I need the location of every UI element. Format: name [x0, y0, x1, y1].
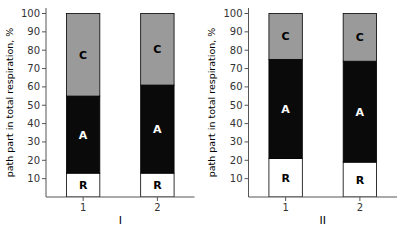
- y-tick-label: 10: [27, 173, 40, 184]
- y-tick-label: 90: [27, 26, 40, 37]
- y-tick-label: 90: [230, 26, 243, 37]
- bars: [66, 14, 174, 197]
- bar-segment: [343, 61, 376, 162]
- bar-segment: [343, 162, 376, 197]
- segment-label: A: [356, 106, 365, 119]
- y-tick: [245, 178, 249, 179]
- y-tick: [245, 105, 249, 106]
- segment-label: R: [356, 174, 365, 187]
- bars: [269, 14, 377, 197]
- y-tick-label: 70: [230, 63, 243, 74]
- x-axis-label: I: [119, 214, 122, 227]
- y-tick-label: 50: [27, 100, 40, 111]
- panel: 10 20 30 40 50 60 70 80 90 100 R A C R A C 1 2 II path part…: [206, 8, 397, 227]
- x-tick-label: 1: [80, 202, 86, 213]
- y-tick-label: 70: [27, 63, 40, 74]
- segment-label: C: [79, 49, 87, 62]
- bar-segment: [141, 173, 174, 197]
- segment-labels: R A C R A C: [281, 30, 364, 186]
- y-tick-label: 50: [230, 100, 243, 111]
- y-tick-label: 60: [230, 81, 243, 92]
- y-tick-label: 80: [27, 45, 40, 56]
- y-tick: [42, 105, 46, 106]
- y-tick: [245, 123, 249, 124]
- segment-label: R: [281, 172, 290, 185]
- x-tick: [157, 197, 158, 201]
- bar-segment: [269, 14, 302, 60]
- y-tick: [245, 50, 249, 51]
- y-tick: [245, 86, 249, 87]
- bar-segment: [66, 96, 99, 173]
- bar-segment: [66, 173, 99, 197]
- y-tick-label: 20: [27, 155, 40, 166]
- y-tick: [42, 31, 46, 32]
- y-tick: [42, 68, 46, 69]
- y-tick: [42, 123, 46, 124]
- segment-label: A: [79, 129, 88, 142]
- segment-label: R: [79, 179, 88, 192]
- y-tick: [42, 160, 46, 161]
- y-tick-label: 100: [21, 8, 40, 19]
- x-tick-label: 2: [357, 202, 363, 213]
- x-tick: [359, 197, 360, 201]
- y-tick: [245, 31, 249, 32]
- y-axis-label: path part in total respiration, %: [4, 28, 15, 178]
- y-axis-label: path part in total respiration, %: [206, 28, 217, 178]
- segment-label: A: [281, 103, 290, 116]
- segment-label: A: [153, 123, 162, 136]
- y-tick-label: 40: [27, 118, 40, 129]
- y-tick-label: 80: [230, 45, 243, 56]
- segment-label: C: [356, 31, 364, 44]
- y-tick: [245, 13, 249, 14]
- y-tick-label: 20: [230, 155, 243, 166]
- x-tick-label: 1: [282, 202, 288, 213]
- y-axis-line: [248, 8, 249, 197]
- chart-canvas: 10 20 30 40 50 60 70 80 90 100 R A C R A C 1 2 Ipath part …: [0, 0, 405, 229]
- segment-label: C: [282, 30, 290, 43]
- y-tick: [245, 141, 249, 142]
- bar-segment: [343, 14, 376, 62]
- y-tick-label: 30: [230, 136, 243, 147]
- segment-label: R: [153, 179, 162, 192]
- y-tick: [245, 68, 249, 69]
- panel: 10 20 30 40 50 60 70 80 90 100 R A C R A C 1 2 Ipath part …: [4, 8, 195, 227]
- y-tick: [42, 13, 46, 14]
- bar-segment: [269, 59, 302, 158]
- bar-segment: [269, 158, 302, 197]
- x-axis-line: [249, 197, 398, 198]
- y-tick: [42, 178, 46, 179]
- bar-segment: [141, 85, 174, 173]
- y-tick-label: 60: [27, 81, 40, 92]
- bar-segment: [66, 14, 99, 97]
- segment-labels: R A C R A C: [79, 43, 162, 192]
- x-tick: [83, 197, 84, 201]
- x-axis-label: II: [320, 214, 327, 227]
- x-tick-label: 2: [154, 202, 160, 213]
- y-tick-label: 30: [27, 136, 40, 147]
- x-tick: [285, 197, 286, 201]
- y-tick: [42, 141, 46, 142]
- y-axis-line: [46, 8, 47, 197]
- x-axis-line: [46, 197, 195, 198]
- bar-segment: [141, 14, 174, 86]
- y-tick-label: 10: [230, 173, 243, 184]
- y-tick-label: 40: [230, 118, 243, 129]
- y-tick: [245, 160, 249, 161]
- y-tick: [42, 86, 46, 87]
- y-tick: [42, 50, 46, 51]
- segment-label: C: [153, 43, 161, 56]
- y-tick-label: 100: [223, 8, 242, 19]
